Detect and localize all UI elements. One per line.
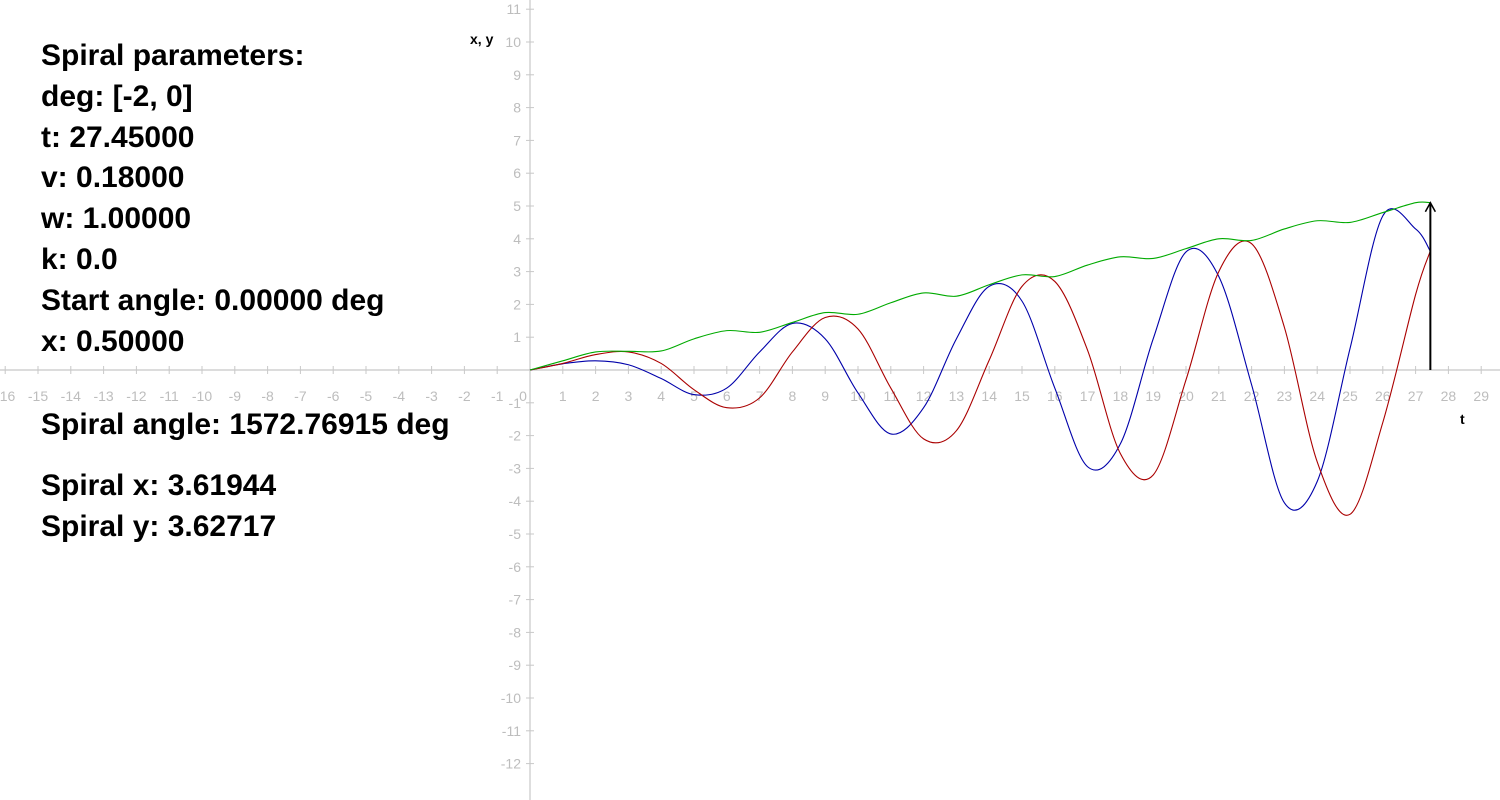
series-red-line <box>529 240 1431 516</box>
y-tick-label: -2 <box>509 428 522 444</box>
x-tick-label: 21 <box>1211 388 1227 404</box>
x-tick-label: 29 <box>1473 388 1489 404</box>
series-blue-line <box>529 208 1431 511</box>
y-tick-label: -4 <box>509 493 522 509</box>
y-axis-ticks: 11 10 9 8 7 6 5 4 3 2 1 -1 -2 -3 -4 -5 -6 -7 -8 -9 -10 -11 -12 <box>501 1 534 772</box>
w-value: w: 1.00000 <box>41 202 192 236</box>
x-tick-label: -9 <box>229 388 242 404</box>
x-tick-label: 15 <box>1014 388 1030 404</box>
x-tick-label: -11 <box>160 388 179 404</box>
k-value: k: 0.0 <box>41 242 118 276</box>
x-tick-label: -5 <box>360 388 373 404</box>
x-tick-label: 16 <box>1047 388 1063 404</box>
x-tick-label: 13 <box>949 388 965 404</box>
x-tick-label: 27 <box>1408 388 1424 404</box>
x-tick-label: -7 <box>294 388 307 404</box>
y-tick-label: 3 <box>513 264 521 280</box>
y-tick-label: 11 <box>506 1 521 17</box>
spiral-parameters-panel: Spiral parameters: deg: [-2, 0] t: 27.45… <box>41 36 384 362</box>
position-arrow <box>1424 201 1437 370</box>
spiral-angle-readout: Spiral angle: 1572.76915 deg <box>41 408 450 441</box>
y-tick-label: 1 <box>513 329 521 345</box>
x-tick-label: -10 <box>192 388 212 404</box>
x-tick-label: 12 <box>916 388 932 404</box>
spiral-y-value: Spiral y: 3.62717 <box>41 509 277 543</box>
y-tick-label: 2 <box>513 296 521 312</box>
y-tick-label: -10 <box>501 690 521 706</box>
start-angle-value: Start angle: 0.00000 deg <box>41 283 385 317</box>
x-tick-label: -15 <box>28 388 48 404</box>
x-tick-label: -14 <box>61 388 81 404</box>
y-tick-label: -9 <box>509 657 522 673</box>
y-tick-label: 9 <box>513 67 521 83</box>
series-layer <box>529 201 1431 516</box>
x-tick-label: 5 <box>690 388 698 404</box>
x-tick-label: -12 <box>126 388 146 404</box>
x-tick-label: 8 <box>789 388 797 404</box>
y-tick-label: -6 <box>509 559 522 575</box>
series-green-line <box>529 201 1431 371</box>
x-tick-label: 19 <box>1145 388 1161 404</box>
x-tick-label: 28 <box>1441 388 1457 404</box>
x-tick-label: 11 <box>884 388 899 404</box>
arrow-head <box>1424 201 1437 213</box>
x-tick-label: -2 <box>458 388 471 404</box>
y-tick-label: -11 <box>502 723 521 739</box>
x-tick-label: 23 <box>1277 388 1293 404</box>
x-tick-label: 2 <box>592 388 600 404</box>
x-tick-label: 14 <box>981 388 997 404</box>
x-tick-label: 9 <box>821 388 829 404</box>
x-tick-label: 24 <box>1309 388 1325 404</box>
x-tick-label: 17 <box>1080 388 1096 404</box>
x-tick-label: 25 <box>1342 388 1358 404</box>
y-tick-label: -3 <box>509 460 522 476</box>
spiral-xy-readout: Spiral x: 3.61944 Spiral y: 3.62717 <box>41 466 276 548</box>
y-tick-label: 6 <box>513 165 521 181</box>
x-tick-label: -8 <box>261 388 274 404</box>
x-tick-label: -6 <box>327 388 340 404</box>
y-tick-label: -5 <box>509 526 522 542</box>
x-tick-label: 4 <box>657 388 665 404</box>
y-tick-label: -12 <box>501 756 521 772</box>
t-value: t: 27.45000 <box>41 120 195 154</box>
spiral-x-value: Spiral x: 3.61944 <box>41 469 277 502</box>
y-tick-label: 4 <box>513 231 521 247</box>
x-tick-label: 22 <box>1244 388 1260 404</box>
x-param-value: x: 0.50000 <box>41 324 185 358</box>
y-tick-label: 10 <box>505 34 521 50</box>
x-tick-label: 3 <box>625 388 633 404</box>
y-tick-label: 7 <box>513 132 521 148</box>
y-tick-label: -7 <box>509 592 522 608</box>
x-tick-label: 0 <box>519 388 527 404</box>
x-tick-label: -4 <box>393 388 406 404</box>
deg-value: deg: [-2, 0] <box>41 79 193 113</box>
x-tick-label: 7 <box>756 388 764 404</box>
x-tick-label: -13 <box>93 388 113 404</box>
x-tick-label: 6 <box>723 388 731 404</box>
x-axis-label: t <box>1460 411 1465 427</box>
y-tick-label: 8 <box>513 100 521 116</box>
parameters-heading: Spiral parameters: <box>41 39 305 72</box>
x-tick-label: 18 <box>1113 388 1129 404</box>
y-tick-label: 5 <box>513 198 521 214</box>
y-axis-label: x, y <box>470 31 494 47</box>
x-tick-label: -1 <box>491 388 504 404</box>
x-tick-label: -16 <box>0 388 16 404</box>
x-tick-label: -3 <box>425 388 438 404</box>
x-tick-label: 1 <box>559 388 567 404</box>
y-tick-label: -8 <box>509 624 522 640</box>
x-axis-ticks: -16-15-14-13-12-11-10-9-8-7-6-5-4-3-2-10… <box>0 366 1489 404</box>
v-value: v: 0.18000 <box>41 161 185 195</box>
y-tick-label: -1 <box>509 395 522 411</box>
x-tick-label: 26 <box>1375 388 1391 404</box>
